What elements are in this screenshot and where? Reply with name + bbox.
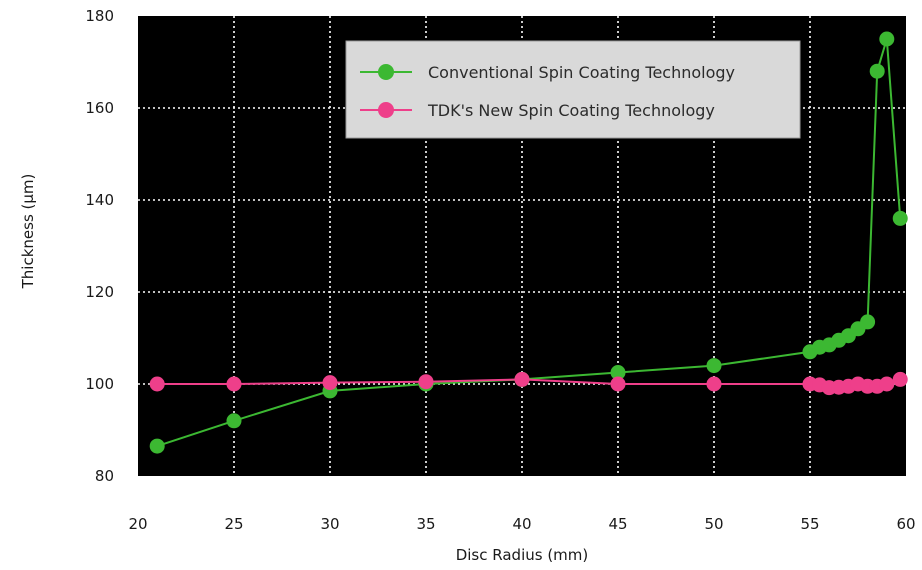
series-layer: [149, 31, 908, 454]
x-tick-label: 45: [608, 515, 627, 533]
x-tick-labels: 20 25 30 35 40 45 50 55 60: [128, 515, 915, 533]
x-tick-label: 60: [896, 515, 915, 533]
y-tick-label: 160: [85, 99, 114, 117]
data-point: [892, 210, 908, 226]
x-tick-label: 50: [704, 515, 723, 533]
x-tick-label: 30: [320, 515, 339, 533]
data-point: [879, 376, 895, 392]
data-point: [706, 376, 722, 392]
data-point: [149, 376, 165, 392]
data-point: [610, 365, 626, 380]
y-tick-label: 100: [85, 375, 114, 393]
x-tick-label: 25: [224, 515, 243, 533]
y-axis-title: Thickness (µm): [19, 174, 37, 290]
series-1: [149, 371, 908, 396]
data-point: [706, 358, 722, 374]
legend-swatch-marker-conventional: [378, 64, 394, 80]
data-point: [610, 376, 626, 392]
data-point: [879, 31, 895, 47]
data-point: [892, 371, 908, 387]
x-axis-title: Disc Radius (mm): [456, 546, 589, 564]
x-tick-label: 20: [128, 515, 147, 533]
y-tick-label: 80: [95, 467, 114, 485]
legend-label-tdk: TDK's New Spin Coating Technology: [427, 101, 715, 120]
y-tick-label: 180: [85, 7, 114, 25]
legend-box: [345, 40, 801, 139]
data-point: [869, 63, 885, 79]
data-point: [149, 438, 165, 454]
y-tick-label: 140: [85, 191, 114, 209]
y-tick-label: 120: [85, 283, 114, 301]
legend: Conventional Spin Coating Technology TDK…: [345, 40, 801, 139]
x-tick-label: 35: [416, 515, 435, 533]
data-point: [226, 413, 242, 429]
legend-label-conventional: Conventional Spin Coating Technology: [428, 63, 735, 82]
y-tick-labels: 80 100 120 140 160 180: [85, 7, 114, 485]
data-point: [322, 375, 338, 391]
data-point: [860, 314, 876, 330]
data-point: [418, 374, 434, 390]
x-tick-label: 55: [800, 515, 819, 533]
data-point: [226, 376, 242, 392]
legend-swatch-marker-tdk: [378, 102, 394, 118]
x-tick-label: 40: [512, 515, 531, 533]
data-point: [514, 371, 530, 387]
